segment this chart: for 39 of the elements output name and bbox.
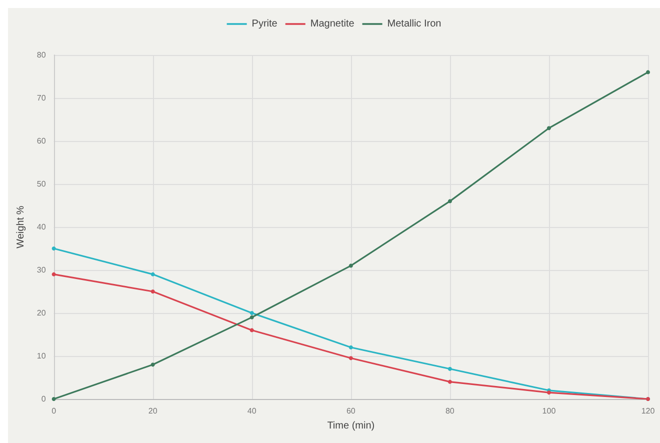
point xyxy=(250,328,254,332)
x-tick-label: 60 xyxy=(346,406,356,416)
y-tick-label: 50 xyxy=(36,180,46,188)
point xyxy=(448,366,452,371)
point xyxy=(52,397,56,401)
legend-label: Metallic Iron xyxy=(387,18,442,30)
y-tick-label: 0 xyxy=(41,394,46,404)
point xyxy=(52,246,56,250)
point xyxy=(448,380,452,384)
point xyxy=(250,315,254,320)
point xyxy=(150,290,155,294)
point xyxy=(348,264,353,268)
y-tick-label: 10 xyxy=(36,352,46,360)
x-tick-label: 80 xyxy=(445,406,455,416)
y-tick-label: 30 xyxy=(36,266,46,274)
y-tick-label: 80 xyxy=(36,50,46,60)
x-tick-label: 120 xyxy=(641,406,656,416)
x-axis-title: Time (min) xyxy=(327,420,375,432)
point xyxy=(348,345,353,350)
y-tick-label: 70 xyxy=(36,94,46,102)
point xyxy=(52,272,56,276)
point xyxy=(348,356,353,360)
x-tick-label: 20 xyxy=(148,406,158,416)
point xyxy=(150,272,155,276)
point xyxy=(150,362,155,367)
legend-label: Magnetite xyxy=(310,18,355,30)
y-axis-title: Weight % xyxy=(16,206,26,248)
x-tick-label: 0 xyxy=(52,406,57,416)
y-tick-label: 20 xyxy=(36,308,46,318)
point xyxy=(546,126,551,130)
point xyxy=(448,199,452,204)
x-tick-label: 100 xyxy=(542,406,556,416)
point xyxy=(546,390,551,395)
y-tick-label: 40 xyxy=(36,222,46,232)
y-tick-label: 60 xyxy=(36,136,46,146)
legend-label: Pyrite xyxy=(252,18,278,30)
point xyxy=(646,70,650,74)
x-tick-label: 40 xyxy=(247,406,257,416)
point xyxy=(250,311,254,315)
